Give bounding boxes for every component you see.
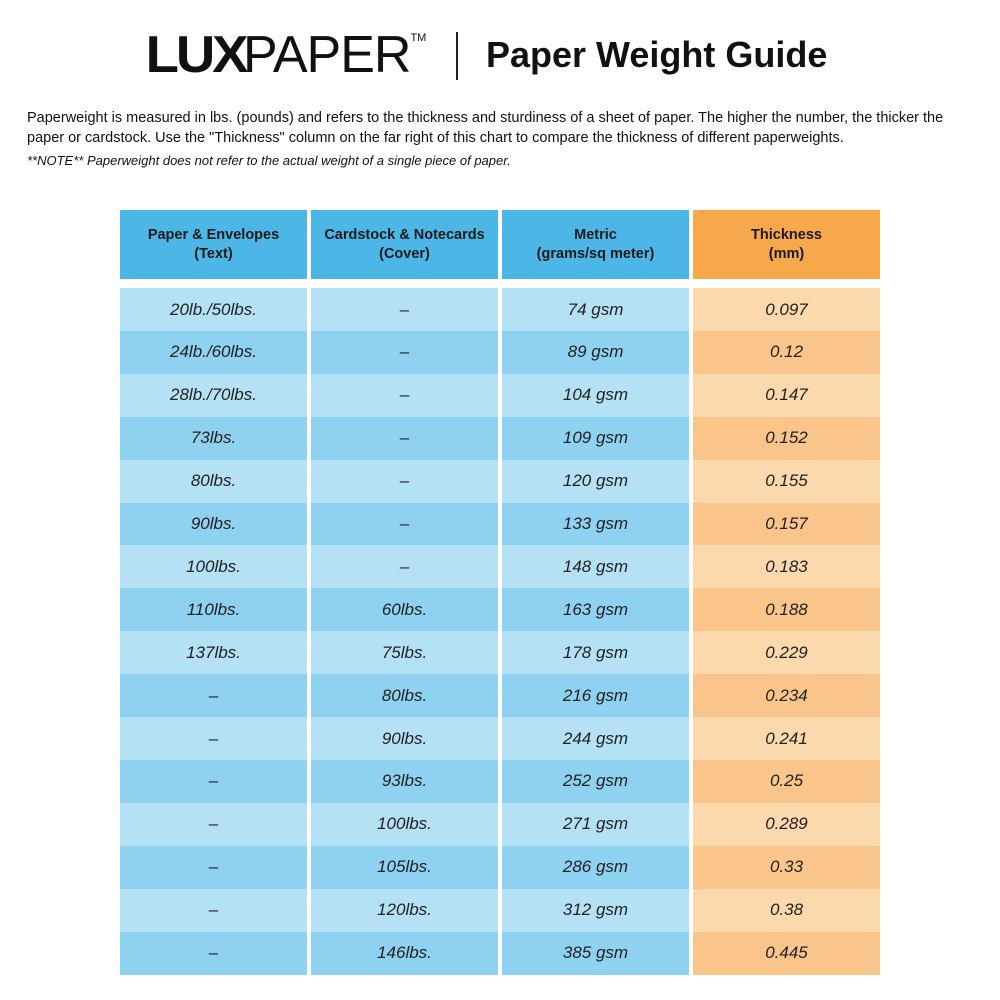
table-cell: 0.234: [693, 674, 880, 718]
table-cell: 163 gsm: [502, 588, 689, 632]
table-cell: 137lbs.: [120, 631, 307, 675]
table-cell: 244 gsm: [502, 717, 689, 760]
table-cell: –: [120, 931, 307, 975]
table-cell: 0.155: [693, 459, 880, 503]
table-cell: 0.33: [693, 845, 880, 889]
table-cell: 0.38: [693, 888, 880, 932]
column-header: Metric (grams/sq meter): [502, 210, 689, 279]
table-cell: 80lbs.: [120, 459, 307, 503]
table-cell: 0.229: [693, 631, 880, 675]
column-header: Thickness (mm): [693, 210, 880, 279]
table-cell: 60lbs.: [311, 588, 498, 632]
luxpaper-logo: LUX PAPER TM: [145, 26, 427, 84]
table-cell: –: [311, 416, 498, 460]
table-cell: –: [120, 674, 307, 718]
table-cell: 93lbs.: [311, 759, 498, 803]
table-cell: 252 gsm: [502, 759, 689, 803]
table-cell: 216 gsm: [502, 674, 689, 718]
table-cell: 20lb./50lbs.: [120, 288, 307, 331]
table-cell: 286 gsm: [502, 845, 689, 889]
intro-text: Paperweight is measured in lbs. (pounds)…: [27, 110, 944, 146]
table-cell: 146lbs.: [311, 931, 498, 975]
note-text: **NOTE** Paperweight does not refer to t…: [27, 153, 511, 168]
column-header: Cardstock & Notecards (Cover): [311, 210, 498, 279]
table-cell: 0.097: [693, 288, 880, 331]
table-cell: –: [311, 288, 498, 331]
table-cell: 28lb./70lbs.: [120, 373, 307, 417]
table-cell: 0.147: [693, 373, 880, 417]
table-cell: 148 gsm: [502, 545, 689, 589]
table-cell: 89 gsm: [502, 330, 689, 374]
table-cell: –: [311, 459, 498, 503]
table-cell: 90lbs.: [120, 502, 307, 546]
table-cell: –: [120, 845, 307, 889]
table-cell: 73lbs.: [120, 416, 307, 460]
table-cell: 105lbs.: [311, 845, 498, 889]
table-cell: –: [120, 759, 307, 803]
table-cell: 90lbs.: [311, 717, 498, 760]
table-cell: 100lbs.: [120, 545, 307, 589]
table-cell: –: [311, 330, 498, 374]
table-cell: 80lbs.: [311, 674, 498, 718]
table-cell: 0.445: [693, 931, 880, 975]
table-cell: 0.188: [693, 588, 880, 632]
table-cell: 75lbs.: [311, 631, 498, 675]
table-cell: 100lbs.: [311, 802, 498, 846]
table-cell: 0.289: [693, 802, 880, 846]
table-cell: 120 gsm: [502, 459, 689, 503]
table-cell: 0.152: [693, 416, 880, 460]
table-cell: 104 gsm: [502, 373, 689, 417]
table-cell: –: [120, 802, 307, 846]
table-cell: 120lbs.: [311, 888, 498, 932]
title-divider: [456, 32, 458, 80]
table-cell: –: [120, 888, 307, 932]
table-cell: 271 gsm: [502, 802, 689, 846]
table-cell: 312 gsm: [502, 888, 689, 932]
table-cell: 110lbs.: [120, 588, 307, 632]
table-cell: 109 gsm: [502, 416, 689, 460]
table-cell: 0.241: [693, 717, 880, 760]
table-cell: 178 gsm: [502, 631, 689, 675]
table-cell: 385 gsm: [502, 931, 689, 975]
table-cell: 24lb./60lbs.: [120, 330, 307, 374]
table-cell: 133 gsm: [502, 502, 689, 546]
table-cell: 74 gsm: [502, 288, 689, 331]
column-header: Paper & Envelopes (Text): [120, 210, 307, 279]
table-cell: –: [311, 502, 498, 546]
table-cell: –: [120, 717, 307, 760]
table-cell: 0.183: [693, 545, 880, 589]
table-cell: 0.25: [693, 759, 880, 803]
table-cell: 0.157: [693, 502, 880, 546]
page-title: Paper Weight Guide: [486, 34, 828, 75]
table-cell: –: [311, 545, 498, 589]
table-cell: –: [311, 373, 498, 417]
table-cell: 0.12: [693, 330, 880, 374]
